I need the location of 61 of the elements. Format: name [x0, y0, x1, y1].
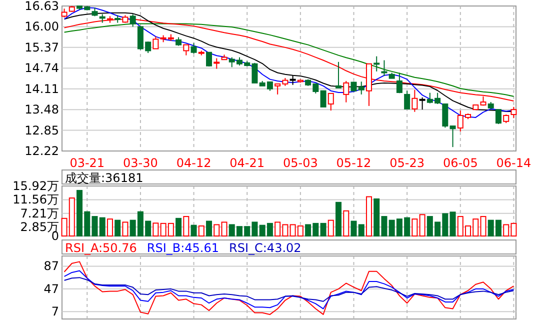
candlestick — [396, 72, 402, 94]
candlestick — [190, 42, 197, 54]
y-tick-label: 11.56万 — [12, 192, 59, 207]
bar — [358, 224, 364, 236]
bar — [206, 220, 212, 236]
y-tick-label: 7.21万 — [20, 206, 59, 220]
candlestick — [183, 44, 190, 56]
y-tick-label: 14.74 — [24, 61, 59, 76]
candlestick — [450, 126, 456, 148]
y-tick-label: 16.00 — [24, 20, 59, 34]
x-tick-label: 06-05 — [442, 156, 478, 170]
candlestick — [381, 60, 388, 77]
bar — [114, 220, 121, 236]
y-tick-label: 47 — [44, 282, 59, 296]
candlestick — [152, 36, 159, 50]
y-tick-label: 15.92万 — [12, 179, 59, 193]
x-tick-label: 06-14 — [496, 156, 532, 170]
candlestick — [495, 109, 502, 125]
candlestick — [336, 61, 342, 88]
y-tick-label: 87 — [44, 259, 59, 274]
candlestick — [412, 89, 418, 112]
candlestick — [206, 52, 212, 67]
candlestick — [374, 56, 380, 72]
candlestick — [350, 81, 357, 92]
line-series — [64, 277, 514, 302]
y-tick-label: 16.63 — [24, 0, 59, 13]
bar — [336, 202, 342, 236]
y-tick-label: 12.85 — [24, 123, 59, 138]
y-tick-label: 7 — [51, 304, 59, 319]
x-tick-label: 03-21 — [70, 156, 105, 170]
candlestick — [358, 81, 364, 95]
x-tick-label: 04-12 — [176, 156, 212, 170]
line-series — [64, 261, 514, 315]
text: RSI_C:43.02 — [229, 241, 302, 255]
bar — [190, 224, 197, 236]
candlestick — [328, 92, 334, 112]
candlestick — [130, 14, 136, 28]
x-tick-label: 05-03 — [282, 156, 318, 170]
y-tick-label: 15.37 — [24, 40, 59, 54]
y-tick-label: 14.11 — [24, 82, 59, 96]
text: RSI_B:45.61 — [146, 241, 220, 255]
x-tick-label: 04-21 — [230, 156, 265, 170]
candlestick — [404, 90, 410, 110]
bar — [176, 218, 182, 236]
candlestick — [320, 90, 326, 108]
line-series — [64, 270, 514, 310]
x-tick-label: 05-23 — [390, 156, 425, 170]
bar — [320, 222, 326, 236]
y-tick-label: 12.22 — [24, 144, 59, 158]
y-tick-label: 13.48 — [24, 102, 59, 117]
bar — [350, 220, 357, 236]
candlestick — [290, 74, 296, 86]
candlestick — [343, 80, 350, 103]
x-tick-label: 03-30 — [123, 156, 158, 170]
candlestick — [442, 103, 448, 128]
x-tick-label: 05-12 — [336, 156, 372, 170]
series-label: RSI_A:50.76 — [65, 241, 137, 255]
bar — [450, 212, 456, 236]
chart-title: 成交量:36181 — [65, 171, 144, 185]
candlestick — [214, 58, 220, 70]
candlestick — [419, 96, 426, 110]
